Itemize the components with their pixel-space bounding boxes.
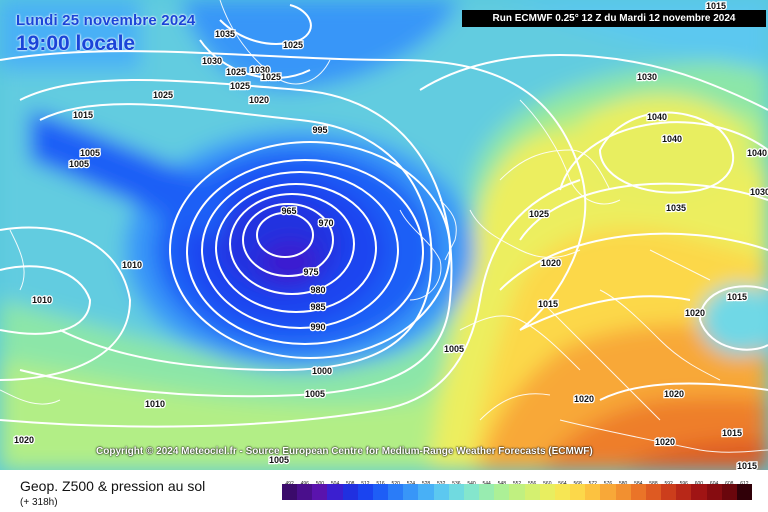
legend-swatch [312,484,328,500]
pressure-label: 1030 [637,72,657,82]
forecast-date: Lundi 25 novembre 2024 [16,12,196,29]
legend-swatch [342,484,359,500]
pressure-label: 1020 [249,95,269,105]
legend-swatch [645,484,662,500]
pressure-label: 1015 [538,299,558,309]
pressure-label: 1005 [80,148,100,158]
legend-swatch [388,484,404,500]
legend-swatch [676,484,692,500]
footer: Geop. Z500 & pression au sol (+ 318h) [0,470,768,512]
pressure-labels: 1015 1035 1025 1030 1025 1030 1025 1025 … [13,0,768,470]
forecast-time: 19:00 locale [16,32,136,55]
legend-swatch [524,484,541,500]
pressure-label: 1010 [145,399,165,409]
pressure-label: 970 [318,218,333,228]
pressure-label: 1025 [230,81,250,91]
legend-swatch [282,484,298,500]
legend-swatch [554,484,571,500]
pressure-label: 1005 [305,389,325,399]
run-info: Run ECMWF 0.25° 12 Z du Mardi 12 novembr… [462,10,766,27]
legend-swatch [479,484,495,500]
pressure-label: 1030 [202,56,222,66]
pressure-label: 1030 [250,65,270,75]
legend-swatch [585,484,601,500]
pressure-label: 1015 [73,110,93,120]
legend-swatch [297,484,313,500]
pressure-label: 1040 [747,148,767,158]
legend-swatch [736,484,753,500]
pressure-label: 1030 [750,187,768,197]
legend-swatch [433,484,450,500]
pressure-label: 1015 [706,1,726,11]
map-canvas: 1015 1035 1025 1030 1025 1030 1025 1025 … [0,0,768,470]
pressure-label: 990 [310,322,325,332]
legend-swatch [448,484,465,500]
pressure-label: 1025 [153,90,173,100]
pressure-label: 985 [310,302,325,312]
weather-map: 1015 1035 1025 1030 1025 1030 1025 1025 … [0,0,768,470]
legend-swatch [539,484,556,500]
pressure-label: 1015 [727,292,747,302]
pressure-label: 1015 [722,428,742,438]
pressure-label: 1005 [69,159,89,169]
legend-swatch [630,484,647,500]
coastlines [0,0,768,453]
pressure-label: 965 [281,206,296,216]
pressure-label: 1020 [664,389,684,399]
pressure-label: 1020 [574,394,594,404]
pressure-label: 1025 [226,67,246,77]
legend-swatch [463,484,480,500]
pressure-label: 1005 [444,344,464,354]
legend-swatch [357,484,374,500]
geopotential-field [0,0,768,470]
pressure-label: 1005 [269,455,289,465]
legend-swatch [615,484,632,500]
legend-swatch [509,484,526,500]
pressure-label: 1035 [666,203,686,213]
legend-swatch [418,484,435,500]
legend-swatch [327,484,344,500]
map-title: Geop. Z500 & pression au sol [20,478,206,494]
legend-swatch [691,484,707,500]
legend-swatch [661,484,677,500]
legend-swatch [600,484,617,500]
pressure-label: 1020 [14,435,34,445]
color-legend [282,484,753,508]
legend-swatch [403,484,419,500]
pressure-label: 1020 [541,258,561,268]
pressure-label: 995 [312,125,327,135]
pressure-label: 1010 [122,260,142,270]
pressure-label: 1020 [655,437,675,447]
pressure-label: 975 [303,267,318,277]
pressure-label: 980 [310,285,325,295]
pressure-label: 1025 [529,209,549,219]
pressure-label: 1000 [312,366,332,376]
pressure-label: 1015 [737,461,757,470]
legend-swatch [570,484,586,500]
pressure-label: 1010 [32,295,52,305]
pressure-label: 1020 [685,308,705,318]
pressure-label: 1025 [261,72,281,82]
legend-swatch [706,484,723,500]
legend-swatch [494,484,510,500]
copyright-text: Copyright © 2024 Meteociel.fr - Source E… [96,446,593,457]
pressure-label: 1025 [283,40,303,50]
pressure-label: 1040 [662,134,682,144]
legend-swatch [372,484,389,500]
pressure-label: 1040 [647,112,667,122]
legend-swatch [721,484,738,500]
pressure-label: 1035 [215,29,235,39]
forecast-lead-time: (+ 318h) [20,497,58,508]
